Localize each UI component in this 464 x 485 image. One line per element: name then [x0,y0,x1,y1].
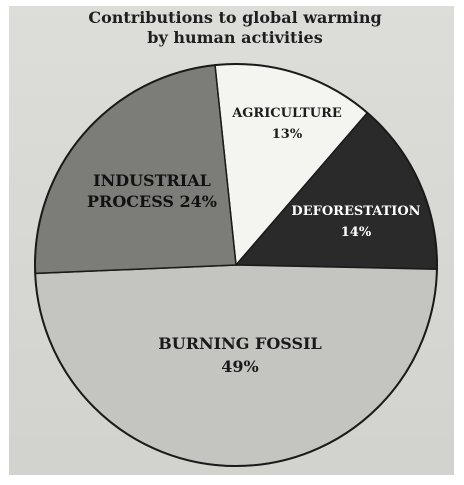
pie-labels: AGRICULTURE 13% DEFORESTATION 14% BURNING FO… [87,106,421,376]
image-border-top [0,0,464,6]
slice-value-label-0-1: 13% [272,127,303,142]
image-border-bottom [0,475,464,485]
chart-title-line-2: by human activities [147,28,323,47]
image-border-left [0,0,9,485]
slice-name-label-1-0: DEFORESTATION [291,204,420,219]
image-border-right [454,0,464,485]
chart-title: Contributions to global warming by human… [30,8,440,48]
slice-name-label-2-0: BURNING FOSSIL [158,334,322,353]
slice-name-label-3-0: INDUSTRIAL [93,171,211,190]
slice-value-label-1-1: 14% [341,225,372,240]
slice-value-label-2-1: 49% [221,357,258,376]
chart-title-line-1: Contributions to global warming [88,8,382,27]
pie-outline [34,63,438,467]
slice-name-label-0-0: AGRICULTURE [231,106,342,121]
slice-name-label-3-1: PROCESS 24% [87,192,217,211]
pie-slices [34,63,438,467]
pie-slice-industrial-process-24 [34,64,237,275]
